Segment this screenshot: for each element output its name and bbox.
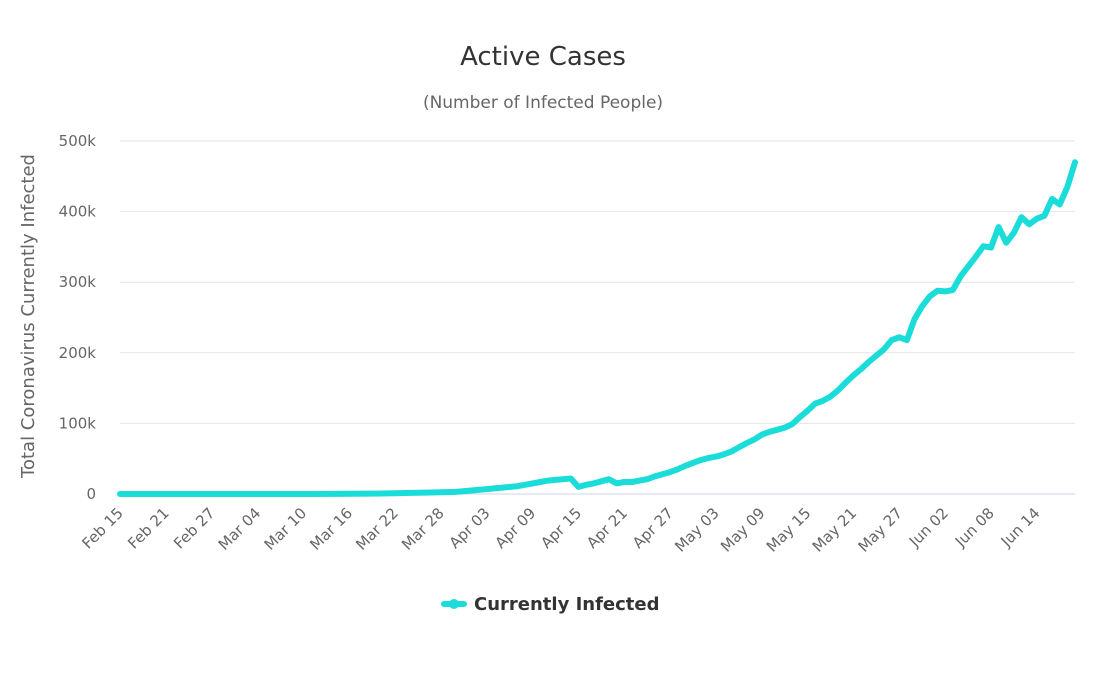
y-tick-label: 300k [59, 273, 97, 291]
x-tick-label: Apr 15 [537, 504, 585, 552]
x-tick-label: Jun 08 [951, 504, 998, 551]
x-tick-label: Feb 21 [124, 504, 172, 552]
y-axis-label: Total Coronavirus Currently Infected [18, 154, 39, 479]
x-tick-label: Feb 15 [78, 504, 126, 552]
x-tick-label: Apr 27 [629, 504, 677, 552]
x-tick-label: Jun 14 [997, 504, 1044, 551]
x-tick-label: Mar 04 [215, 504, 265, 554]
x-tick-label: May 21 [809, 504, 861, 556]
x-tick-label: Apr 09 [491, 504, 539, 552]
x-tick-label: Mar 22 [352, 504, 402, 554]
x-tick-label: Mar 28 [398, 504, 448, 554]
legend-item-currently-infected[interactable]: Currently Infected [474, 594, 660, 615]
x-tick-label: May 03 [671, 504, 723, 556]
chart-title: Active Cases [460, 42, 626, 72]
series-line-currently-infected[interactable] [117, 159, 1078, 497]
y-tick-label: 0 [86, 485, 96, 503]
x-tick-label: Apr 03 [446, 504, 494, 552]
x-tick-label: Apr 21 [583, 504, 631, 552]
y-tick-label: 500k [59, 132, 97, 150]
y-tick-label: 100k [59, 414, 97, 432]
x-tick-label: May 27 [855, 504, 907, 556]
x-tick-label: Jun 02 [905, 504, 952, 551]
x-tick-label: May 09 [717, 504, 769, 556]
x-tick-label: Mar 10 [261, 504, 311, 554]
y-tick-label: 400k [59, 203, 97, 221]
chart-subtitle: (Number of Infected People) [423, 93, 663, 113]
x-tick-label: Mar 16 [306, 504, 356, 554]
y-tick-label: 200k [59, 344, 97, 362]
legend-marker-icon [449, 599, 459, 609]
x-tick-label: May 15 [763, 504, 815, 556]
x-tick-label: Feb 27 [170, 504, 218, 552]
legend[interactable]: Currently Infected [441, 594, 660, 615]
